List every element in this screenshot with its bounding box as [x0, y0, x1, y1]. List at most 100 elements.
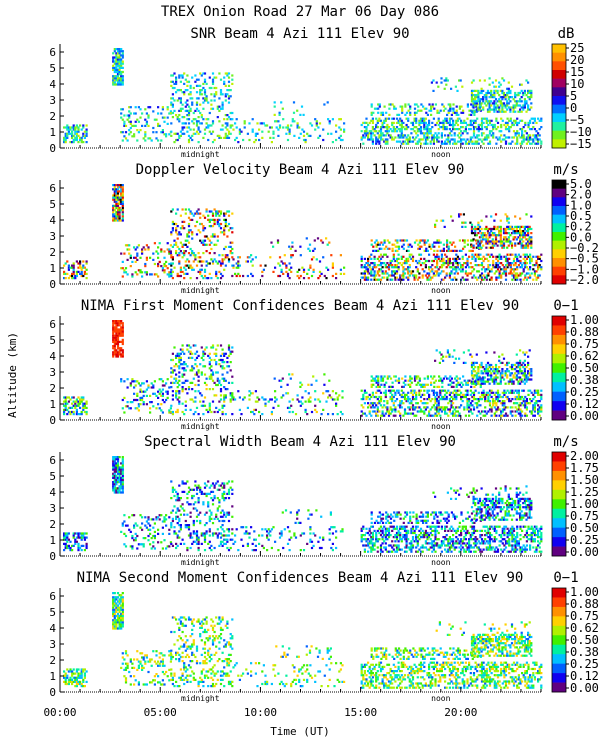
heatmap-cell	[525, 414, 528, 417]
heatmap-cell	[514, 100, 517, 103]
heatmap-cell	[211, 130, 215, 133]
heatmap-cell	[179, 268, 182, 271]
heatmap-cell	[69, 410, 72, 414]
heatmap-cell	[139, 403, 142, 406]
heatmap-cell	[375, 142, 378, 145]
heatmap-cell	[508, 136, 511, 139]
heatmap-cell	[434, 408, 437, 411]
heatmap-cell	[113, 219, 116, 222]
heatmap-cell	[278, 264, 282, 267]
heatmap-cell	[207, 262, 210, 265]
heatmap-cell	[199, 130, 202, 133]
heatmap-cell	[378, 243, 381, 246]
heatmap-cell	[136, 398, 139, 402]
heatmap-cell	[442, 219, 445, 222]
heatmap-cell	[67, 128, 70, 131]
heatmap-cell	[229, 394, 232, 397]
heatmap-cell	[447, 414, 450, 417]
heatmap-cell	[421, 268, 424, 271]
heatmap-cell	[189, 381, 192, 384]
heatmap-cell	[314, 404, 317, 407]
heatmap-cell	[484, 270, 487, 273]
heatmap-cell	[483, 227, 486, 231]
colorbar-tick-label: 20	[570, 53, 584, 67]
heatmap-cell	[219, 390, 223, 393]
heatmap-cell	[286, 383, 289, 386]
heatmap-cell	[318, 270, 322, 273]
heatmap-cell	[224, 218, 227, 221]
heatmap-cell	[158, 388, 161, 391]
heatmap-cell	[511, 398, 514, 401]
heatmap-cell	[160, 112, 163, 115]
heatmap-cell	[476, 253, 479, 256]
heatmap-cell	[171, 229, 174, 232]
heatmap-cell	[360, 272, 363, 275]
heatmap-cell	[444, 134, 447, 137]
heatmap-cell	[512, 268, 516, 271]
heatmap-cell	[367, 138, 370, 141]
heatmap-cell	[238, 256, 241, 259]
heatmap-cell	[517, 121, 520, 124]
heatmap-cell	[452, 109, 455, 112]
heatmap-cell	[75, 126, 78, 129]
heatmap-cell	[424, 259, 427, 263]
heatmap-cell	[403, 395, 407, 399]
heatmap-cell	[202, 229, 205, 232]
heatmap-cell	[315, 410, 318, 414]
heatmap-cell	[477, 134, 480, 137]
heatmap-cell	[215, 86, 218, 90]
heatmap-cell	[208, 272, 211, 275]
heatmap-cell	[455, 119, 458, 122]
heatmap-cell	[477, 98, 480, 101]
heatmap-cell	[72, 134, 75, 137]
heatmap-cell	[315, 379, 318, 382]
heatmap-cell	[480, 219, 483, 222]
heatmap-cell	[408, 406, 411, 409]
heatmap-cell	[207, 138, 210, 142]
heatmap-cell	[115, 198, 118, 201]
heatmap-cell	[470, 103, 473, 106]
heatmap-cell	[79, 402, 82, 405]
heatmap-cell	[229, 252, 232, 255]
heatmap-cell	[82, 260, 85, 263]
heatmap-cell	[445, 395, 448, 399]
heatmap-cell	[67, 264, 70, 267]
heatmap-cell	[519, 119, 522, 122]
heatmap-cell	[235, 262, 238, 265]
heatmap-cell	[432, 274, 435, 277]
heatmap-cell	[519, 272, 522, 275]
heatmap-cell	[200, 222, 203, 226]
heatmap-cell	[479, 412, 482, 415]
heatmap-cell	[523, 225, 526, 228]
heatmap-cell	[121, 198, 124, 201]
heatmap-cell	[504, 412, 508, 415]
heatmap-cell	[376, 257, 379, 260]
heatmap-cell	[517, 110, 520, 113]
heatmap-cell	[191, 218, 194, 221]
heatmap-cell	[229, 241, 232, 244]
heatmap-cell	[71, 402, 74, 405]
heatmap-cell	[207, 354, 210, 357]
heatmap-cell	[523, 244, 526, 247]
heatmap-cell	[457, 113, 460, 116]
heatmap-cell	[336, 413, 339, 416]
heatmap-cell	[378, 117, 381, 120]
heatmap-cell	[490, 389, 493, 392]
heatmap-cell	[128, 129, 131, 132]
heatmap-cell	[168, 386, 171, 389]
heatmap-cell	[165, 260, 168, 263]
heatmap-cell	[229, 245, 232, 248]
heatmap-cell	[179, 241, 182, 244]
heatmap-cell	[141, 248, 144, 251]
heatmap-cell	[468, 266, 471, 269]
heatmap-cell	[194, 400, 197, 403]
heatmap-cell	[210, 132, 213, 135]
heatmap-cells	[63, 320, 543, 417]
heatmap-cell	[126, 405, 129, 408]
heatmap-cell	[463, 278, 466, 281]
heatmap-cell	[421, 393, 424, 396]
heatmap-cell	[216, 383, 219, 387]
heatmap-cell	[189, 86, 192, 90]
heatmap-cell	[445, 77, 448, 80]
heatmap-cell	[396, 239, 399, 242]
